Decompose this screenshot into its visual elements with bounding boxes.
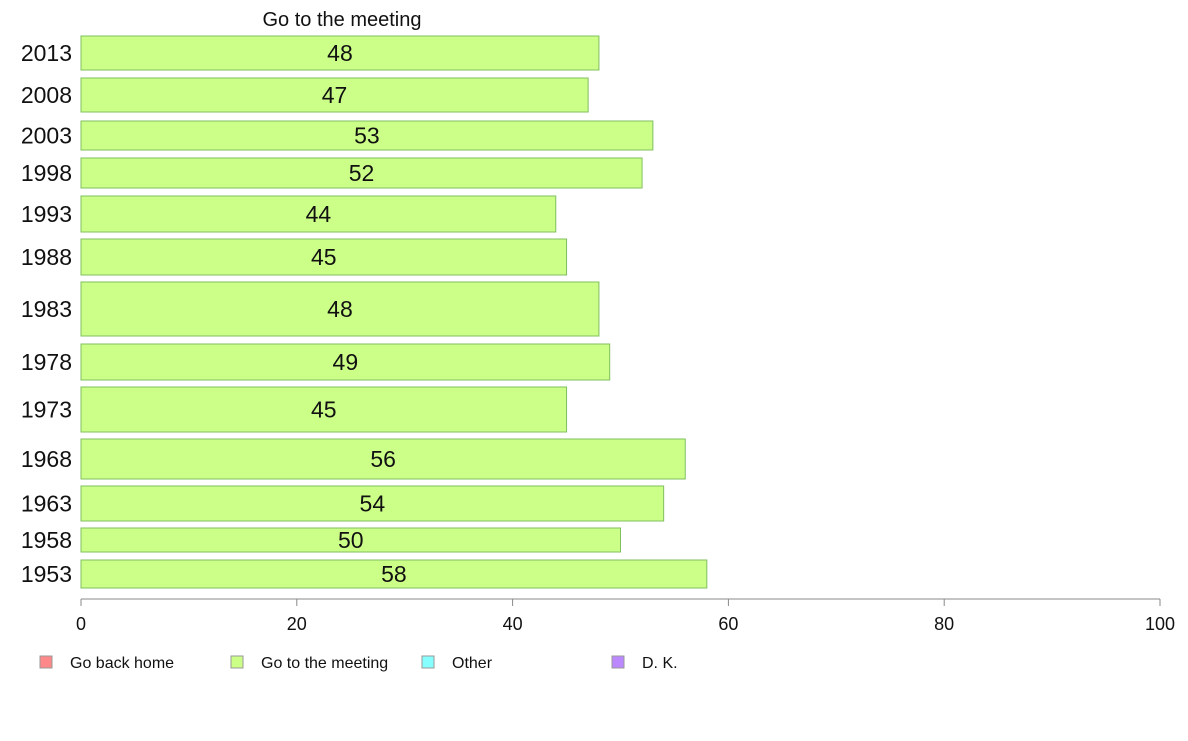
legend-swatch xyxy=(421,655,435,669)
bar-value-label: 45 xyxy=(311,244,337,270)
legend-swatch xyxy=(230,655,244,669)
bar-1963 xyxy=(80,485,665,522)
x-tick-label: 100 xyxy=(1145,614,1175,634)
bar-1968 xyxy=(80,438,686,480)
bar-value-label: 53 xyxy=(354,123,380,149)
category-label: 2003 xyxy=(21,123,72,149)
bar-value-label: 44 xyxy=(306,201,332,227)
bar-2008 xyxy=(80,77,589,113)
bar-value-label: 58 xyxy=(381,561,407,587)
x-tick-label: 0 xyxy=(76,614,86,634)
legend-label: Go to the meeting xyxy=(261,655,388,672)
x-tick-label: 80 xyxy=(934,614,954,634)
category-label: 1958 xyxy=(21,527,72,553)
bars-layer: 48 2013 47 2008 53 2003 52 1998 44 1993 45 1988 48 19… xyxy=(21,35,708,589)
bar-value-label: 49 xyxy=(333,349,359,375)
bar-value-label: 56 xyxy=(370,446,396,472)
category-label: 1993 xyxy=(21,201,72,227)
chart-title: Go to the meeting xyxy=(263,9,422,31)
bar-value-label: 50 xyxy=(338,527,364,553)
category-label: 1968 xyxy=(21,446,72,472)
category-label: 1983 xyxy=(21,296,72,322)
bar-value-label: 47 xyxy=(322,82,348,108)
bar-value-label: 54 xyxy=(360,491,386,517)
x-tick-label: 60 xyxy=(718,614,738,634)
category-label: 1998 xyxy=(21,160,72,186)
category-label: 1988 xyxy=(21,244,72,270)
category-label: 2008 xyxy=(21,82,72,108)
bar-value-label: 48 xyxy=(327,40,353,66)
bar-2003 xyxy=(80,120,654,151)
x-tick-label: 40 xyxy=(503,614,523,634)
bar-value-label: 48 xyxy=(327,296,353,322)
bar-1983 xyxy=(80,281,600,337)
category-label: 1953 xyxy=(21,561,72,587)
bar-value-label: 45 xyxy=(311,397,337,423)
legend-label: D. K. xyxy=(642,655,678,672)
bar-2013 xyxy=(80,35,600,71)
bar-1953 xyxy=(80,559,708,589)
legend-swatch xyxy=(611,655,625,669)
bar-1988 xyxy=(80,238,568,276)
bar-1993 xyxy=(80,195,557,233)
legend-swatch xyxy=(39,655,53,669)
category-label: 1963 xyxy=(21,491,72,517)
bar-1978 xyxy=(80,343,611,381)
bar-value-label: 52 xyxy=(349,160,375,186)
category-label: 1978 xyxy=(21,349,72,375)
legend-label: Go back home xyxy=(70,655,174,672)
legend-label: Other xyxy=(452,655,493,672)
legend: Go back home Go to the meeting Other D. K. xyxy=(39,655,678,672)
x-tick-label: 20 xyxy=(287,614,307,634)
bar-1958 xyxy=(80,527,621,553)
bar-1998 xyxy=(80,157,643,189)
x-axis: 0 20 40 60 80 100 xyxy=(76,598,1175,634)
category-label: 2013 xyxy=(21,40,72,66)
bar-1973 xyxy=(80,386,568,433)
category-label: 1973 xyxy=(21,397,72,423)
